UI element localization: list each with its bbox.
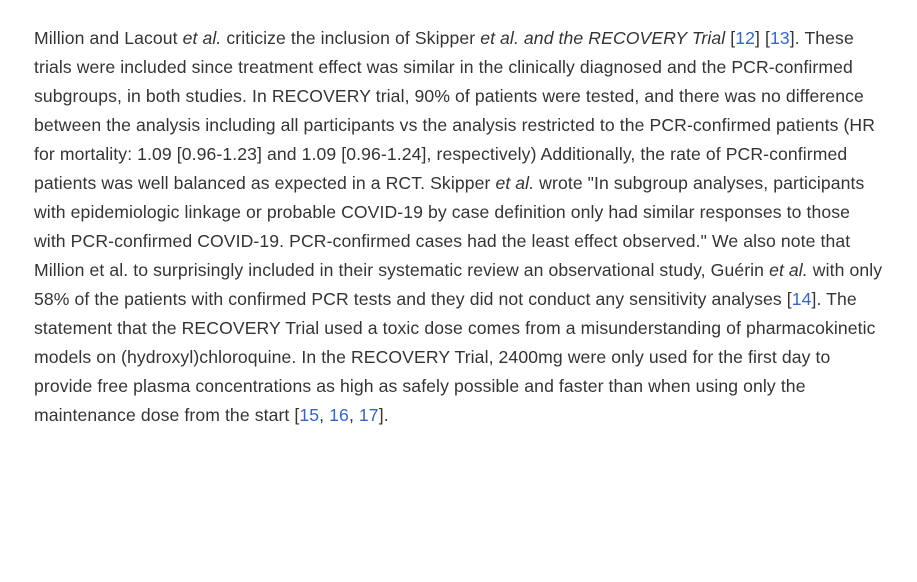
citation-link-12[interactable]: 12 — [735, 28, 755, 48]
text-run: [ — [725, 28, 735, 48]
citation-link-13[interactable]: 13 — [770, 28, 790, 48]
citation-link-15[interactable]: 15 — [299, 405, 319, 425]
text-run: , — [349, 405, 359, 425]
citation-link-17[interactable]: 17 — [359, 405, 379, 425]
italic-text: et al. — [183, 28, 222, 48]
article-paragraph: Million and Lacout et al. criticize the … — [34, 24, 883, 430]
italic-text: et al. and the RECOVERY Trial — [480, 28, 725, 48]
italic-text: et al. — [495, 173, 534, 193]
text-run: criticize the inclusion of Skipper — [221, 28, 480, 48]
text-run: ]. — [379, 405, 389, 425]
text-run: ] [ — [755, 28, 770, 48]
text-run: , — [319, 405, 329, 425]
text-run: ]. These trials were included since trea… — [34, 28, 875, 193]
text-run: Million and Lacout — [34, 28, 183, 48]
citation-link-14[interactable]: 14 — [792, 289, 812, 309]
text-run: ]. The statement that the RECOVERY Trial… — [34, 289, 876, 425]
article-paragraph-container: Million and Lacout et al. criticize the … — [0, 0, 917, 454]
italic-text: et al. — [769, 260, 808, 280]
citation-link-16[interactable]: 16 — [329, 405, 349, 425]
